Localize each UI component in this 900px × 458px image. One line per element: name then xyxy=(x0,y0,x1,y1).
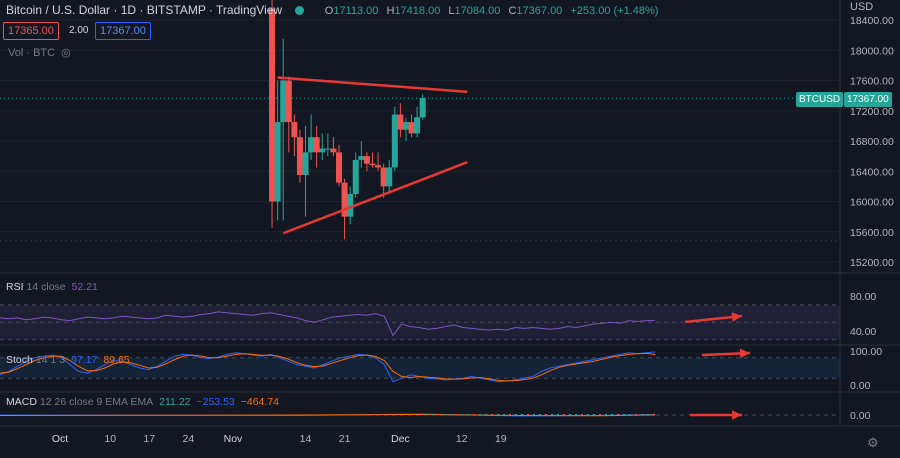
time-tick-label: Oct xyxy=(52,433,68,445)
macd-tick-label: 0.00 xyxy=(850,410,871,422)
candle-body xyxy=(408,122,415,134)
price-tick-label: 17600.00 xyxy=(850,76,894,88)
candle-body xyxy=(313,137,320,153)
time-tick-label: 21 xyxy=(339,433,351,445)
price-tick-label: 17200.00 xyxy=(850,106,894,118)
candle-body xyxy=(414,117,421,134)
candle-body xyxy=(302,152,309,176)
buy-button[interactable]: 17367.00 xyxy=(95,22,151,40)
time-tick-label: Nov xyxy=(224,433,243,445)
high-value: 17418.00 xyxy=(394,5,441,17)
candle-body xyxy=(319,148,326,153)
candle-body xyxy=(386,167,393,187)
stoch-legend[interactable]: Stoch 14 1 3 97.17 89.65 xyxy=(6,354,130,366)
candle-body xyxy=(363,156,370,164)
price-tick-label: 15600.00 xyxy=(850,227,894,239)
stoch-d-line xyxy=(0,352,656,382)
stoch-k-line xyxy=(0,351,656,383)
candle-body xyxy=(330,148,337,153)
candle-body xyxy=(280,80,287,123)
stoch-k-value: 97.17 xyxy=(71,354,98,366)
trendline xyxy=(282,161,468,235)
candle-body xyxy=(296,137,303,176)
time-tick-label: 10 xyxy=(104,433,116,445)
price-tick-label: 18400.00 xyxy=(850,15,894,27)
rsi-tick-label: 40.00 xyxy=(850,326,876,338)
candle-body xyxy=(419,98,426,118)
stoch-tick-label: 0.00 xyxy=(850,380,871,392)
rsi-value: 52.21 xyxy=(71,281,98,293)
price-tick-label: 16000.00 xyxy=(850,197,894,209)
stoch-tick-label: 100.00 xyxy=(850,346,882,358)
time-tick-label: Dec xyxy=(391,433,410,445)
macd-line-value: −253.53 xyxy=(196,396,235,408)
time-tick-label: 14 xyxy=(300,433,312,445)
time-tick-label: 19 xyxy=(495,433,507,445)
sell-button[interactable]: 17365.00 xyxy=(3,22,59,40)
low-value: 17084.00 xyxy=(454,5,501,17)
price-tick-label: 15200.00 xyxy=(850,257,894,269)
rsi-legend[interactable]: RSI 14 close 52.21 xyxy=(6,281,98,293)
trendline xyxy=(277,76,468,94)
gear-icon[interactable]: ⚙ xyxy=(867,435,879,450)
spread-value: 2.00 xyxy=(69,25,89,36)
candle-body xyxy=(369,163,376,166)
time-tick-label: 12 xyxy=(456,433,468,445)
change-value: +253.00 (+1.48%) xyxy=(570,5,659,17)
time-tick-label: 17 xyxy=(143,433,155,445)
market-status-icon xyxy=(295,6,305,15)
candle-body xyxy=(269,8,276,202)
stoch-band xyxy=(0,357,840,379)
candle-body xyxy=(375,165,382,168)
stoch-d-value: 89.65 xyxy=(103,354,130,366)
rsi-tick-label: 80.00 xyxy=(850,291,876,303)
symbol-title[interactable]: Bitcoin / U.S. Dollar · 1D · BITSTAMP · … xyxy=(6,3,283,17)
macd-legend[interactable]: MACD 12 26 close 9 EMA EMA 211.22 −253.53 −4… xyxy=(6,396,279,408)
volume-label: Vol · BTC xyxy=(8,47,56,59)
candle-body xyxy=(347,193,354,217)
ohlc-readout: O17113.00 H17418.00 L17084.00 C17367.00 … xyxy=(324,5,659,17)
annotation-arrows xyxy=(684,312,751,420)
annotation-arrowhead xyxy=(731,312,742,322)
indicator-backgrounds xyxy=(0,304,840,416)
macd-signal-value: −464.74 xyxy=(240,396,279,408)
candle-body xyxy=(324,148,331,150)
price-tick-label: 16400.00 xyxy=(850,166,894,178)
time-tick-label: 24 xyxy=(182,433,194,445)
candle-body xyxy=(352,159,359,194)
candlestick-series xyxy=(269,0,426,240)
axes: 15200.00 15600.00 16000.00 16400.00 16800.00… xyxy=(52,15,894,445)
candle-body xyxy=(358,156,365,160)
annotation-arrowhead xyxy=(739,348,750,359)
candle-body xyxy=(291,122,298,138)
price-tick-label: 16800.00 xyxy=(850,136,894,148)
rsi-line xyxy=(0,311,656,337)
symbol-header: Bitcoin / U.S. Dollar · 1D · BITSTAMP · … xyxy=(6,3,658,17)
indicator-series xyxy=(0,311,656,417)
macd-signal-line xyxy=(0,413,656,417)
candle-body xyxy=(380,167,387,187)
candle-body xyxy=(336,152,342,183)
eye-off-icon[interactable]: ◎ xyxy=(61,47,71,59)
macd-hist-value: 211.22 xyxy=(159,396,191,408)
candle-body xyxy=(402,122,409,130)
currency-label[interactable]: USD xyxy=(850,1,874,13)
close-value: 17367.00 xyxy=(516,5,563,17)
trendlines xyxy=(277,76,468,235)
candle-body xyxy=(285,80,292,123)
last-price-tag: 17367.00 xyxy=(844,92,892,107)
candle-body xyxy=(274,122,281,202)
candle-body xyxy=(397,114,404,130)
candle-body xyxy=(341,182,348,217)
volume-legend[interactable]: Vol · BTC ◎ xyxy=(8,46,71,59)
open-value: 17113.00 xyxy=(333,5,379,17)
symbol-price-tag: BTCUSD xyxy=(796,92,844,107)
price-tick-label: 18000.00 xyxy=(850,45,894,57)
annotation-arrowhead xyxy=(732,410,742,420)
candle-body xyxy=(391,114,398,168)
candle-body xyxy=(308,137,315,153)
